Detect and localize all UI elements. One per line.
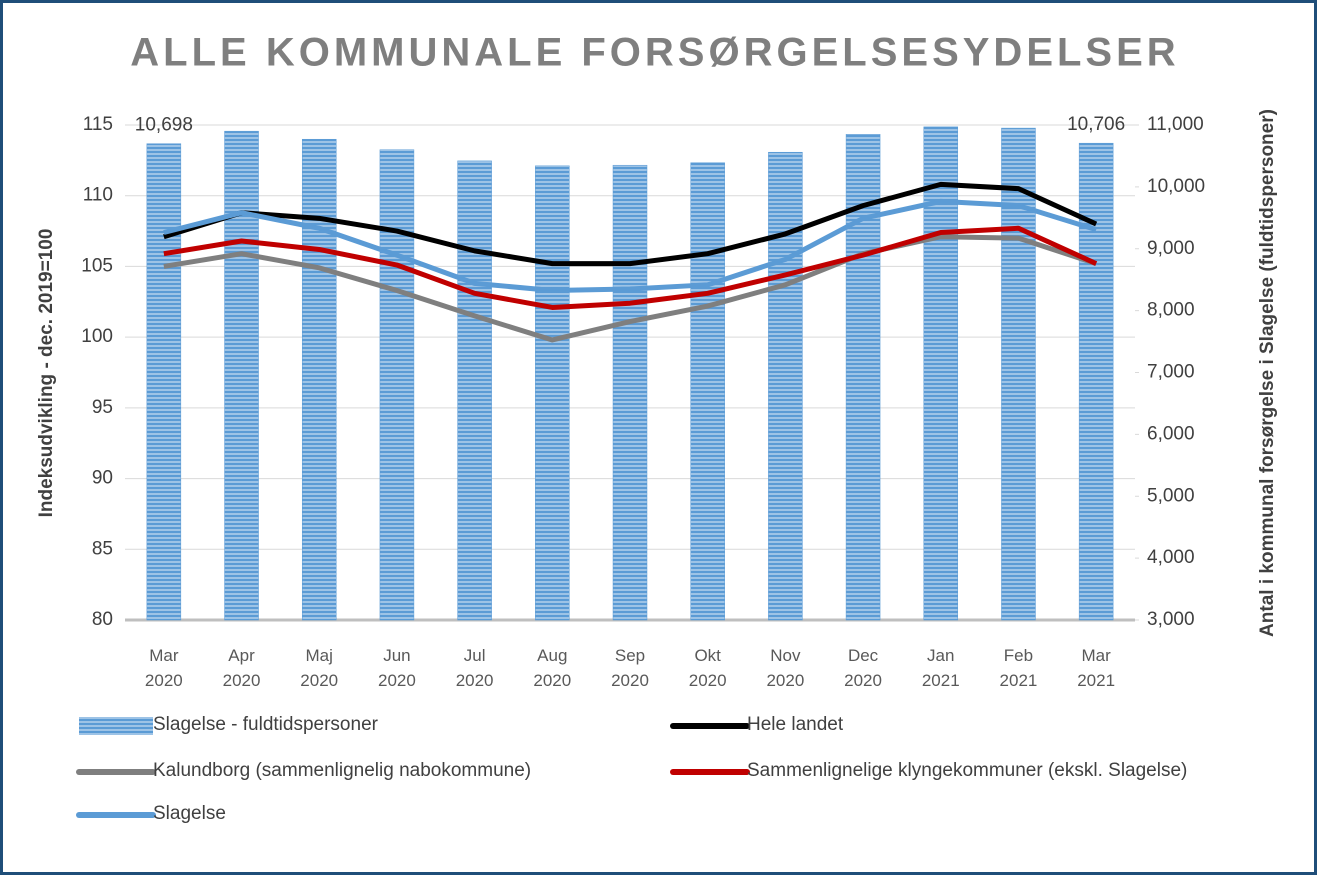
line xyxy=(163,234,1097,343)
y-tick-label: 110 xyxy=(83,185,113,206)
bar xyxy=(224,130,259,621)
legend-label: Slagelse xyxy=(153,803,226,824)
y-axis-label: Indeksudvikling - dec. 2019=100 xyxy=(36,229,57,518)
x-tick-label: Apr 2020 xyxy=(222,646,261,690)
y-tick-label: 90 xyxy=(92,468,113,489)
line xyxy=(163,198,1097,293)
y2-tick-label: 3,000 xyxy=(1147,609,1195,630)
x-tick-label: Mar 2021 xyxy=(1077,646,1116,690)
y2-tick-label: 9,000 xyxy=(1147,238,1195,259)
y2-tick-label: 7,000 xyxy=(1147,362,1195,383)
y-tick-label: 100 xyxy=(81,326,113,347)
y2-axis-label: Antal i kommunal forsørgelse i Slagelse … xyxy=(1257,109,1278,637)
bar xyxy=(535,165,570,621)
bar xyxy=(379,149,415,621)
y2-tick-label: 11,000 xyxy=(1147,114,1204,135)
x-tick-label: Sep 2020 xyxy=(611,646,649,690)
data-label: 10,706 xyxy=(1067,114,1125,135)
y2-tick-label: 5,000 xyxy=(1147,485,1195,506)
x-tick-label: Feb 2021 xyxy=(999,646,1038,690)
bar xyxy=(1078,142,1114,621)
y-tick-label: 105 xyxy=(81,255,113,276)
y2-tick-label: 4,000 xyxy=(1147,547,1195,568)
chart-title: ALLE KOMMUNALE FORSØRGELSESYDELSER xyxy=(130,31,1179,75)
bar xyxy=(1001,127,1036,621)
x-tick-label: Nov 2020 xyxy=(766,646,805,690)
line xyxy=(163,181,1098,267)
bar xyxy=(457,160,492,621)
legend-swatch xyxy=(79,717,153,735)
y2-tick-label: 8,000 xyxy=(1147,300,1195,321)
legend-label: Kalundborg (sammenlignelig nabokommune) xyxy=(153,760,532,781)
x-tick-label: Aug 2020 xyxy=(533,646,572,690)
x-tick-label: Jul 2020 xyxy=(455,646,494,690)
legend-label: Slagelse - fuldtidspersoner xyxy=(153,714,378,735)
x-tick-label: Okt 2020 xyxy=(688,646,727,690)
y2-tick-label: 6,000 xyxy=(1147,423,1195,444)
x-tick-label: Jan 2021 xyxy=(921,646,960,690)
bar xyxy=(612,164,648,621)
line xyxy=(163,225,1098,310)
y-tick-label: 95 xyxy=(92,397,113,418)
x-tick-label: Mar 2020 xyxy=(144,646,183,690)
x-tick-label: Jun 2020 xyxy=(378,646,416,690)
bar xyxy=(301,138,337,621)
bar xyxy=(146,143,182,621)
data-label: 10,698 xyxy=(135,115,193,136)
y2-tick-label: 10,000 xyxy=(1147,176,1205,197)
legend-label: Sammenlignelige klyngekommuner (ekskl. S… xyxy=(747,760,1188,781)
x-tick-label: Maj 2020 xyxy=(300,646,339,690)
y-tick-label: 115 xyxy=(83,114,113,135)
bar xyxy=(923,126,959,621)
bar xyxy=(690,162,725,621)
chart-svg: ALLE KOMMUNALE FORSØRGELSESYDELSER Indek… xyxy=(36,31,1278,818)
y-tick-label: 80 xyxy=(92,609,113,630)
legend-label: Hele landet xyxy=(747,714,844,735)
y-tick-label: 85 xyxy=(92,538,113,559)
bar xyxy=(768,151,803,621)
x-tick-label: Dec 2020 xyxy=(844,646,882,690)
